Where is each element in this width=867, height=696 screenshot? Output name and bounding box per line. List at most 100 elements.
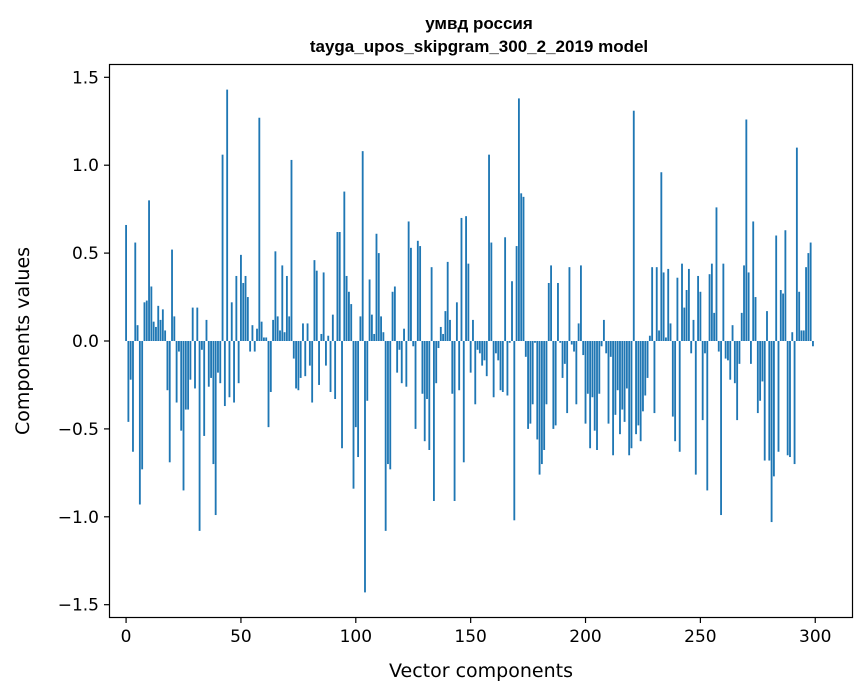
- bar: [752, 221, 755, 341]
- bar: [173, 316, 176, 341]
- bar: [770, 341, 773, 523]
- bar: [481, 341, 484, 366]
- bar: [336, 232, 339, 341]
- bar: [391, 291, 394, 341]
- bar: [786, 341, 789, 456]
- bar: [648, 335, 651, 341]
- bar: [155, 326, 157, 341]
- bar: [740, 312, 743, 341]
- bar: [276, 316, 279, 341]
- bar: [166, 341, 169, 391]
- bar: [347, 291, 350, 341]
- bar: [187, 341, 190, 410]
- bar: [281, 265, 284, 341]
- bar: [550, 265, 552, 341]
- bar: [377, 253, 380, 341]
- bar: [568, 267, 571, 341]
- bar: [515, 246, 518, 341]
- bar: [697, 275, 700, 341]
- bar: [731, 325, 734, 341]
- bar: [552, 341, 555, 429]
- x-tick-label: 50: [230, 627, 252, 647]
- bar: [800, 330, 803, 341]
- bar: [499, 341, 502, 391]
- bar: [419, 246, 422, 341]
- bar: [614, 341, 617, 415]
- bar: [522, 196, 525, 341]
- y-tick-label: 1.5: [72, 68, 99, 88]
- bar: [644, 341, 647, 396]
- bar: [598, 341, 601, 394]
- bar: [660, 172, 663, 341]
- bar: [504, 237, 507, 341]
- bar: [812, 341, 814, 347]
- bar: [759, 341, 762, 401]
- chart-title-line2: tayga_upos_skipgram_300_2_2019 model: [310, 37, 648, 56]
- bar: [191, 307, 194, 341]
- bar: [791, 332, 794, 341]
- bar: [253, 341, 256, 352]
- bar: [492, 341, 495, 398]
- bar: [350, 304, 353, 341]
- bar: [580, 265, 582, 341]
- bar: [616, 341, 619, 391]
- bar: [798, 291, 801, 341]
- bar: [256, 328, 258, 341]
- bar: [727, 341, 729, 361]
- bar: [393, 286, 396, 341]
- bar: [524, 341, 527, 357]
- bar: [161, 309, 164, 341]
- bar: [214, 341, 217, 516]
- bar: [807, 253, 810, 341]
- bar: [642, 341, 644, 412]
- bar: [322, 272, 325, 341]
- bar: [325, 341, 327, 366]
- x-axis-label: Vector components: [389, 660, 573, 682]
- bar: [223, 341, 226, 407]
- bar: [171, 249, 173, 341]
- bar: [495, 341, 497, 354]
- bar: [513, 341, 516, 521]
- bar: [150, 286, 153, 341]
- y-tick-label: 0.5: [72, 244, 99, 264]
- bar: [357, 341, 360, 458]
- bar: [175, 341, 178, 403]
- bar: [299, 341, 302, 378]
- bar: [557, 282, 559, 341]
- bar: [540, 341, 543, 465]
- bar: [722, 263, 725, 341]
- bar: [538, 341, 541, 475]
- bar: [619, 341, 621, 435]
- bar: [772, 341, 775, 477]
- bar: [529, 341, 532, 424]
- bar: [384, 341, 387, 531]
- bar: [414, 341, 417, 429]
- bar: [242, 282, 245, 341]
- bar: [671, 341, 674, 417]
- bar: [775, 235, 778, 341]
- bar: [472, 319, 474, 341]
- bar: [483, 341, 486, 361]
- x-tick-label: 150: [454, 627, 486, 647]
- bar: [400, 341, 403, 384]
- bar: [465, 216, 467, 341]
- bar: [802, 330, 805, 341]
- bar: [260, 321, 263, 341]
- bar: [710, 263, 713, 341]
- bar: [449, 319, 451, 341]
- bar: [361, 151, 364, 341]
- bar: [373, 333, 376, 341]
- bar: [690, 341, 693, 354]
- bar: [706, 341, 709, 491]
- y-axis-ticks: −1.5 −1.0 −0.5 0.0 0.5 1.0 1.5: [58, 68, 110, 616]
- bar: [258, 117, 261, 342]
- bar: [274, 251, 277, 341]
- bar: [338, 232, 341, 341]
- bar: [501, 341, 504, 392]
- bar: [609, 341, 612, 357]
- bar: [485, 341, 488, 377]
- bar: [460, 217, 463, 341]
- bar: [451, 341, 454, 394]
- bar: [476, 341, 479, 350]
- x-tick-label: 300: [799, 627, 831, 647]
